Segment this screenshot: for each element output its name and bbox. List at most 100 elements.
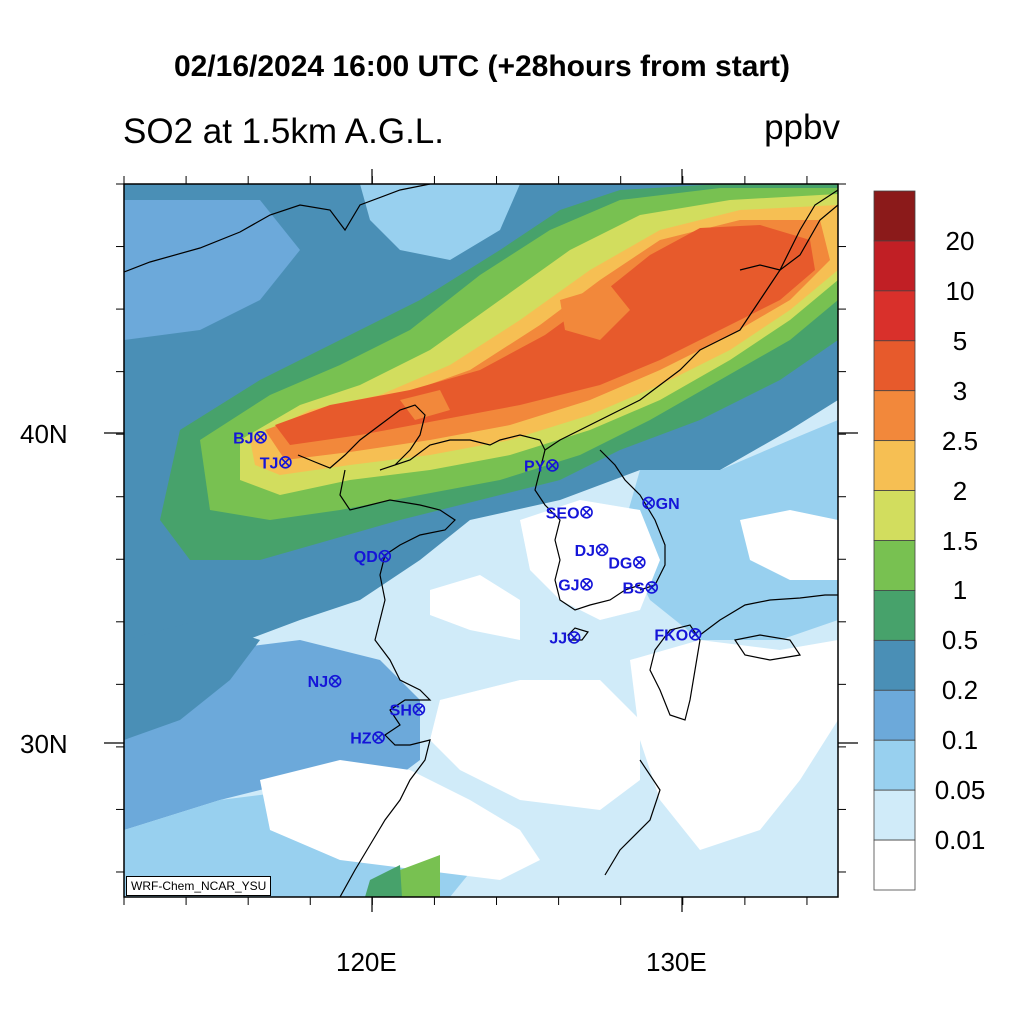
station-py: PY (524, 458, 559, 475)
variable-label: SO2 at 1.5km A.G.L. (123, 112, 444, 151)
station-seo: SEO (546, 505, 593, 522)
station-marker-icon (567, 631, 581, 644)
station-label: NJ (308, 674, 328, 691)
station-bj: BJ (233, 430, 267, 447)
station-marker-icon (546, 459, 559, 472)
coastline-shikoku (734, 634, 802, 661)
station-marker-icon (254, 431, 267, 444)
colorbar-swatch (873, 240, 916, 292)
lat-label-40n: 40N (20, 419, 68, 449)
colorbar-swatch (873, 490, 916, 541)
station-label: GN (656, 496, 680, 513)
so2-concentration-field (124, 184, 838, 897)
station-marker-icon (645, 581, 659, 594)
station-label: BJ (233, 430, 253, 447)
station-label: DG (608, 555, 632, 572)
colorbar-label: 2.5 (941, 425, 979, 456)
colorbar-swatch (873, 689, 916, 741)
colorbar-swatch (873, 739, 916, 791)
coastline-honshu (699, 594, 838, 636)
station-jj: JJ (549, 630, 581, 647)
field-2.5-patch2 (400, 390, 450, 420)
colorbar-swatch (873, 440, 916, 491)
station-nj: NJ (308, 674, 342, 691)
station-marker-icon (633, 556, 646, 569)
station-label: SEO (546, 505, 580, 522)
axis-ticks (104, 169, 858, 912)
station-marker-icon (378, 549, 392, 563)
map-title: 02/16/2024 16:00 UTC (+28hours from star… (173, 50, 791, 83)
station-fko: FKO (654, 627, 702, 644)
station-marker-icon (688, 628, 702, 641)
field-lt-0.01-yellowsea (430, 575, 520, 640)
station-dg: DG (608, 555, 646, 572)
lon-label-120e: 120E (336, 947, 397, 977)
station-label: DJ (575, 543, 595, 560)
coastline-korea-west (534, 449, 641, 611)
colorbar-label: 1.5 (941, 525, 979, 556)
station-tj: TJ (260, 455, 292, 472)
field-0.1-north (124, 200, 300, 340)
station-gn: GN (642, 496, 680, 513)
coastlines (124, 184, 838, 897)
coastline-ryukyu (604, 759, 661, 876)
colorbar-swatch (873, 340, 916, 392)
station-bs: BS (623, 580, 659, 597)
station-qd: QD (354, 549, 392, 566)
colorbar-label: 0.05 (934, 775, 986, 806)
station-hz: HZ (350, 731, 385, 748)
colorbar-label: 0.1 (941, 725, 979, 756)
station-label: JJ (549, 630, 567, 647)
unit-label: ppbv (764, 108, 840, 147)
station-marker-icon (580, 506, 593, 519)
plot-frame (123, 183, 839, 898)
field-0.5-south (365, 865, 402, 897)
coastline-shandong (339, 469, 456, 897)
station-markers: BJ TJ PY SEO GN QD DJ DG GJ BS JJ FKO NJ SH HZ (233, 430, 702, 748)
colorbar-label: 10 (945, 275, 975, 306)
colorbar-label: 2 (952, 475, 968, 506)
station-label: TJ (260, 455, 279, 472)
station-marker-icon (328, 674, 342, 688)
colorbar-swatch (873, 639, 916, 691)
coastline-bohai (297, 404, 546, 471)
field-3 (275, 225, 815, 445)
coastline-russia (739, 189, 838, 271)
station-marker-icon (642, 496, 655, 510)
field-lt-0.01-south (260, 760, 540, 880)
field-lt-0.01-japan (630, 640, 838, 850)
colorbar (873, 190, 916, 891)
station-label: SH (390, 702, 412, 719)
field-0.2-south (124, 620, 260, 740)
field-1-south (395, 855, 440, 897)
colorbar-label: 0.5 (941, 625, 979, 656)
station-label: PY (524, 458, 546, 475)
colorbar-swatch (873, 789, 916, 841)
station-label: HZ (350, 731, 372, 748)
station-label: GJ (558, 577, 579, 594)
station-label: BS (623, 580, 646, 597)
station-label: FKO (654, 627, 688, 644)
station-dj: DJ (575, 543, 609, 560)
field-0.05-east (620, 420, 838, 640)
station-gj: GJ (558, 577, 593, 594)
minor-ticks (116, 176, 846, 905)
colorbar-swatch (873, 290, 916, 342)
colorbar-swatch (873, 590, 916, 641)
model-credit: WRF-Chem_NCAR_YSU (126, 876, 272, 896)
coastline-kyushu (649, 624, 701, 721)
field-2.5-patch (560, 285, 630, 340)
station-marker-icon (372, 731, 385, 744)
coastline-china-north (124, 184, 431, 273)
colorbar-swatch (873, 390, 916, 442)
coastline-korea-north (544, 204, 838, 451)
colorbar-label: 20 (945, 225, 975, 256)
station-marker-icon (580, 577, 593, 591)
station-marker-icon (595, 543, 609, 557)
colorbar-swatch (873, 190, 916, 242)
field-lt-0.01-eastchina (430, 680, 640, 810)
coastline-korea-east (599, 449, 666, 591)
colorbar-label: 1 (952, 575, 968, 606)
station-label: QD (354, 549, 378, 566)
